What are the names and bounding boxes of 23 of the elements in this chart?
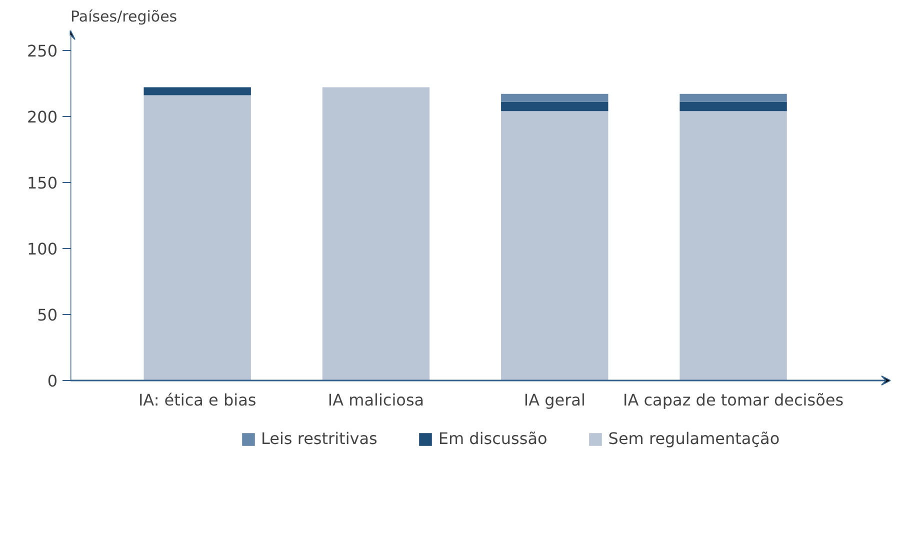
bar (144, 87, 251, 96)
bar (322, 87, 430, 380)
y-tick-label: 50 (37, 305, 58, 324)
legend-label: Sem regulamentação (608, 429, 780, 448)
bar (680, 94, 787, 102)
bar (501, 102, 608, 112)
y-tick-label: 150 (26, 173, 58, 192)
y-tick-label: 100 (26, 239, 58, 258)
bar (501, 111, 608, 380)
x-tick-label: IA maliciosa (328, 390, 424, 410)
y-tick-label: 250 (26, 41, 58, 60)
x-tick-label: IA geral (524, 390, 586, 410)
bar (501, 94, 608, 102)
bar (680, 111, 787, 380)
x-tick-label: IA: ética e bias (138, 390, 256, 410)
legend-label: Em discussão (438, 429, 548, 448)
y-tick-label: 200 (26, 107, 58, 126)
bar (680, 102, 787, 112)
y-tick-label: 0 (47, 372, 58, 390)
x-tick-label: IA capaz de tomar decisões (623, 390, 844, 410)
y-axis-title: Países/regiões (70, 8, 178, 26)
bar (144, 95, 251, 380)
legend-label: Leis restritivas (261, 429, 378, 448)
